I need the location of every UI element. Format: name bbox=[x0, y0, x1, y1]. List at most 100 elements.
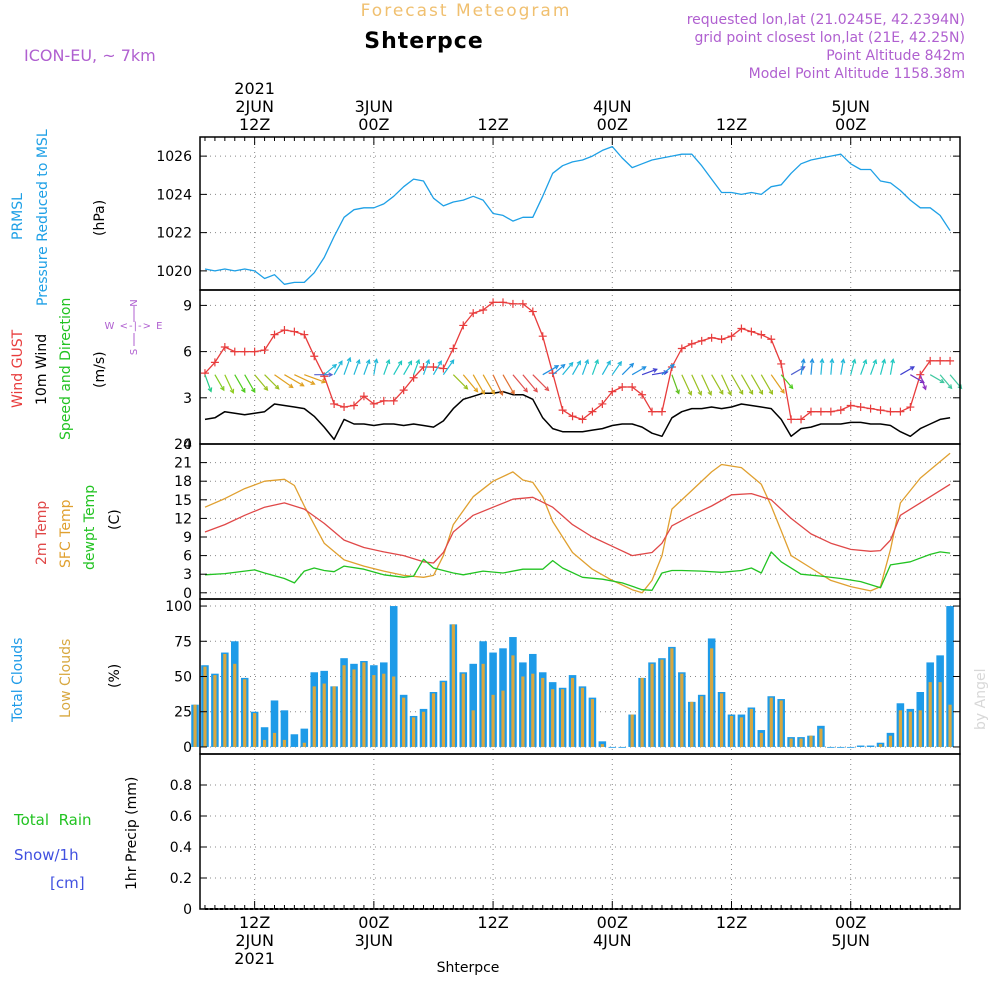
wind-arrow-head bbox=[809, 357, 815, 364]
low-cloud-bar bbox=[888, 735, 893, 747]
wind-direction-arrow bbox=[552, 363, 566, 376]
wind-direction-arrow bbox=[691, 374, 702, 396]
precip-labels: Total Rain Snow/1h [cm] 1hr Precip (mm) bbox=[13, 777, 140, 892]
low-cloud-bar bbox=[342, 665, 346, 747]
gust-marker bbox=[340, 403, 349, 412]
wind-arrow-head bbox=[321, 378, 327, 384]
gust-marker bbox=[797, 415, 806, 424]
gust-marker bbox=[836, 406, 845, 415]
low-cloud-bar bbox=[332, 686, 336, 747]
low-cloud-bar bbox=[779, 700, 783, 747]
wind-arrow-head bbox=[594, 358, 599, 365]
wind-direction-arrow bbox=[840, 358, 846, 375]
wind-direction-arrow bbox=[363, 358, 371, 375]
low-cloud-bar bbox=[223, 653, 227, 747]
total-clouds-label: Total Clouds bbox=[10, 638, 26, 723]
wind-arrow-shaft bbox=[462, 374, 478, 393]
cloud-labels: Total Clouds Low Clouds (%) bbox=[10, 638, 123, 723]
gust-marker bbox=[409, 373, 418, 382]
wind-arrow-head bbox=[299, 382, 305, 387]
y-tick-label: 6 bbox=[183, 345, 192, 361]
gust-marker bbox=[290, 327, 299, 336]
low-cloud-bar bbox=[213, 675, 217, 747]
low-cloud-bar bbox=[819, 728, 823, 747]
pressure-unit-label: (hPa) bbox=[92, 200, 108, 236]
precip-unit-label: 1hr Precip (mm) bbox=[124, 777, 140, 890]
y-tick-label: 18 bbox=[174, 474, 192, 490]
y-tick-label: 0.2 bbox=[170, 871, 192, 887]
low-cloud-bar bbox=[719, 693, 724, 747]
wind-direction-arrow bbox=[284, 374, 305, 387]
gust-marker bbox=[459, 321, 468, 330]
temp2m-line bbox=[204, 483, 951, 564]
wind-direction-arrow bbox=[661, 363, 675, 376]
wind-arrow-head bbox=[584, 358, 590, 365]
low-cloud-bar bbox=[372, 675, 376, 747]
wind-direction-arrow bbox=[611, 360, 622, 376]
gust-marker bbox=[260, 346, 269, 355]
y-tick-label: 1020 bbox=[156, 264, 192, 280]
gust-marker bbox=[777, 359, 786, 368]
wind-arrow-shaft bbox=[532, 374, 549, 391]
sfctemp-label: SFC Temp bbox=[58, 499, 74, 568]
gust-marker bbox=[310, 352, 319, 361]
wind-arrow-shaft bbox=[641, 368, 657, 376]
dewpt-line bbox=[204, 551, 951, 591]
wind-arrow-head bbox=[881, 358, 887, 364]
wind-direction-arrow bbox=[879, 358, 887, 375]
gust-marker bbox=[826, 407, 835, 416]
wind-arrow-shaft bbox=[472, 374, 485, 395]
wind-arrow-head bbox=[800, 358, 806, 364]
gust-marker bbox=[677, 344, 686, 353]
low-cloud-bar bbox=[262, 739, 267, 747]
low-cloud-bar bbox=[650, 663, 654, 747]
gust-marker bbox=[936, 356, 945, 365]
wind-direction-arrow bbox=[889, 358, 896, 375]
wind-arrow-shaft bbox=[343, 357, 351, 375]
wind-direction-arrow bbox=[522, 374, 538, 393]
x-tick-label-top: 2021 bbox=[234, 79, 275, 98]
wind-direction-arrow bbox=[900, 366, 915, 376]
wind-direction-arrow bbox=[542, 365, 560, 376]
wind-arrow-head bbox=[617, 360, 622, 366]
low-cloud-bar bbox=[531, 673, 535, 747]
gust-marker bbox=[250, 347, 259, 356]
wind-arrow-head bbox=[560, 363, 566, 369]
wind-arrow-head bbox=[544, 386, 550, 392]
wind-arrow-shaft bbox=[284, 374, 304, 387]
low-cloud-bar bbox=[282, 739, 287, 747]
low-cloud-bar bbox=[700, 696, 704, 747]
wind-arrow-shaft bbox=[422, 359, 430, 375]
wind-direction-arrow bbox=[532, 374, 550, 392]
wind-arrow-shaft bbox=[661, 364, 675, 376]
wind-arrow-head bbox=[229, 388, 235, 394]
wind-arrow-shaft bbox=[274, 374, 294, 388]
dewpt-label: dewpt Temp bbox=[82, 485, 98, 570]
wind-direction-arrow bbox=[562, 361, 574, 376]
wind-arrow-head bbox=[415, 358, 421, 365]
wind-arrow-head bbox=[697, 390, 702, 396]
wind-arrow-head bbox=[241, 388, 246, 394]
wind-arrow-shaft bbox=[572, 360, 581, 376]
wind-arrow-shaft bbox=[760, 374, 773, 395]
prmsl-line bbox=[204, 145, 951, 285]
wind-direction-arrow bbox=[641, 368, 658, 376]
wind-arrow-head bbox=[463, 384, 469, 390]
low-cloud-bar bbox=[918, 710, 922, 747]
wind-direction-arrow bbox=[850, 358, 857, 375]
wind-direction-arrow bbox=[452, 374, 469, 390]
wind-arrow-head bbox=[576, 360, 581, 366]
low-cloud-bar bbox=[729, 715, 734, 747]
wind-direction-arrow bbox=[413, 358, 421, 375]
wind-arrow-shaft bbox=[850, 359, 856, 375]
speed-direction-label: Speed and Direction bbox=[58, 298, 74, 440]
low-cloud-bar bbox=[590, 699, 595, 747]
wind-arrow-shaft bbox=[810, 359, 813, 375]
wind-arrow-shaft bbox=[750, 374, 763, 395]
wind-arrow-head bbox=[862, 358, 868, 365]
wind-arrow-head bbox=[346, 356, 352, 363]
gust-marker bbox=[300, 330, 309, 339]
model-label: ICON-EU, ~ 7km bbox=[24, 46, 156, 65]
wind-arrow-head bbox=[663, 370, 669, 375]
total-cloud-bar bbox=[827, 746, 835, 748]
